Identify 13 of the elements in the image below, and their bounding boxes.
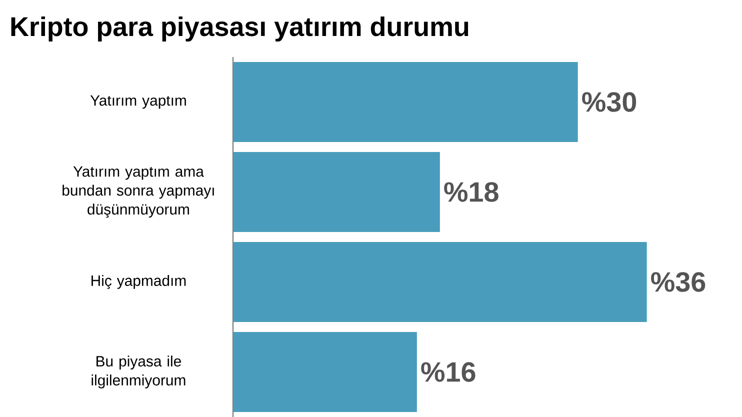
y-tick-label: Yatırım yaptım ama bundan sonra yapmayı düşünmüyorum bbox=[62, 166, 214, 218]
data-label: %16 bbox=[421, 362, 476, 382]
chart-title: Kripto para piyasası yatırım durumu bbox=[11, 16, 468, 42]
bar bbox=[233, 242, 647, 322]
bar bbox=[233, 62, 578, 142]
bar bbox=[233, 152, 440, 232]
data-label: %18 bbox=[444, 182, 498, 202]
y-tick-label: Yatırım yaptım bbox=[90, 95, 186, 109]
data-label: %36 bbox=[651, 272, 706, 292]
bar bbox=[233, 332, 417, 412]
y-tick-label: Bu piyasa ile ilgilenmiyorum bbox=[92, 356, 186, 388]
y-tick-label: Hiç yapmadım bbox=[92, 275, 186, 290]
data-label: %30 bbox=[582, 92, 636, 112]
